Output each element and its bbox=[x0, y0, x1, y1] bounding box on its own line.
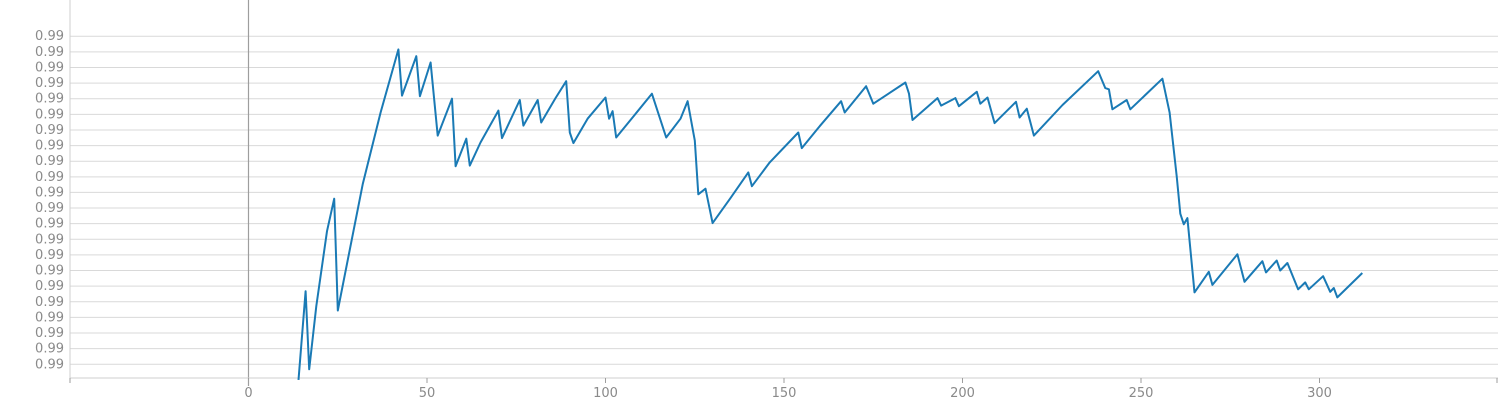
y-tick-label: 0.99 bbox=[35, 264, 64, 279]
y-tick-label: 0.99 bbox=[35, 123, 64, 138]
y-tick-label: 0.99 bbox=[35, 232, 64, 247]
series-group bbox=[297, 48, 1363, 380]
y-tick-label: 0.99 bbox=[35, 76, 64, 91]
x-tick-label: 150 bbox=[772, 386, 797, 400]
y-tick-label: 0.99 bbox=[35, 45, 64, 60]
y-tick-label: 0.99 bbox=[35, 139, 64, 154]
series-line bbox=[297, 48, 1363, 380]
y-tick-label: 0.99 bbox=[35, 107, 64, 122]
y-tick-label: 0.99 bbox=[35, 279, 64, 294]
y-tick-label: 0.99 bbox=[35, 357, 64, 372]
y-tick-label: 0.99 bbox=[35, 342, 64, 357]
x-tick-label: 200 bbox=[950, 386, 975, 400]
x-tick-label: 50 bbox=[419, 386, 436, 400]
y-tick-label: 0.99 bbox=[35, 217, 64, 232]
x-tick-label: 250 bbox=[1129, 386, 1154, 400]
x-tick-label: 0 bbox=[244, 386, 252, 400]
y-tick-label: 0.99 bbox=[35, 60, 64, 75]
y-tick-labels: 0.990.990.990.990.990.990.990.990.990.99… bbox=[35, 29, 64, 372]
y-tick-label: 0.99 bbox=[35, 185, 64, 200]
y-tick-label: 0.99 bbox=[35, 201, 64, 216]
y-tick-label: 0.99 bbox=[35, 248, 64, 263]
y-tick-label: 0.99 bbox=[35, 295, 64, 310]
y-tick-label: 0.99 bbox=[35, 154, 64, 169]
x-tick-label: 300 bbox=[1307, 386, 1332, 400]
axes bbox=[69, 0, 1498, 386]
y-tick-label: 0.99 bbox=[35, 310, 64, 325]
y-tick-label: 0.99 bbox=[35, 29, 64, 44]
y-tick-label: 0.99 bbox=[35, 326, 64, 341]
y-tick-label: 0.99 bbox=[35, 170, 64, 185]
x-tick-label: 100 bbox=[593, 386, 618, 400]
grid bbox=[70, 35, 1498, 365]
x-tick-labels: 0 50 100 150 200 250 300 bbox=[244, 386, 1332, 400]
y-tick-label: 0.99 bbox=[35, 92, 64, 107]
